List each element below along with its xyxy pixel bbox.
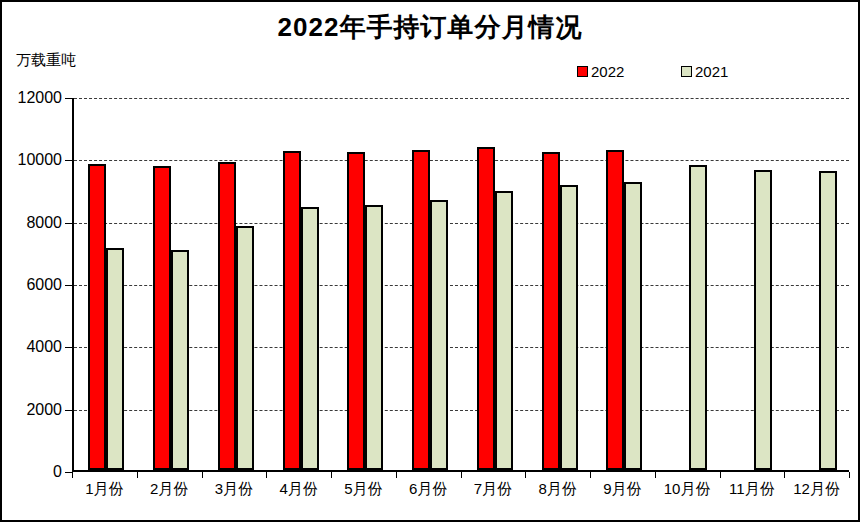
x-tick-mark-1: [137, 472, 138, 478]
x-tick-mark-4: [331, 472, 332, 478]
gridline-12000: [74, 98, 849, 99]
x-tick-mark-6: [461, 472, 462, 478]
legend-swatch-2021: [681, 66, 692, 77]
gridline-2000: [74, 410, 849, 411]
bar-2021-3月份: [236, 226, 254, 470]
x-tick-mark-5: [396, 472, 397, 478]
y-tick-mark-0: [65, 472, 72, 473]
x-cat-label-12: 12月份: [784, 480, 849, 499]
y-tick-label-10000: 10000: [2, 151, 62, 169]
y-tick-mark-10000: [65, 160, 72, 161]
y-axis-unit-label: 万载重吨: [16, 51, 76, 70]
x-tick-mark-10: [720, 472, 721, 478]
x-cat-label-5: 5月份: [331, 480, 396, 499]
y-tick-mark-6000: [65, 285, 72, 286]
bar-2022-9月份: [606, 150, 624, 470]
y-tick-mark-8000: [65, 223, 72, 224]
y-tick-label-8000: 8000: [2, 214, 62, 232]
y-tick-mark-4000: [65, 347, 72, 348]
bar-2021-9月份: [624, 182, 642, 470]
bar-2021-7月份: [495, 191, 513, 470]
legend-label-2022: 2022: [591, 63, 624, 80]
bar-2022-2月份: [153, 166, 171, 470]
plot-area: [72, 98, 849, 472]
bar-2022-6月份: [412, 150, 430, 470]
bar-2022-5月份: [347, 152, 365, 470]
x-cat-label-2: 2月份: [137, 480, 202, 499]
bar-2022-7月份: [477, 147, 495, 470]
chart-title: 2022年手持订单分月情况: [2, 10, 858, 45]
gridline-4000: [74, 347, 849, 348]
y-tick-label-4000: 4000: [2, 338, 62, 356]
x-tick-mark-2: [202, 472, 203, 478]
x-cat-label-3: 3月份: [202, 480, 267, 499]
y-tick-mark-12000: [65, 98, 72, 99]
legend-item-2021: 2021: [681, 63, 728, 80]
y-tick-label-6000: 6000: [2, 276, 62, 294]
bar-2021-5月份: [365, 205, 383, 470]
y-tick-label-12000: 12000: [2, 89, 62, 107]
gridline-6000: [74, 285, 849, 286]
x-tick-mark-12: [849, 472, 850, 478]
y-tick-label-2000: 2000: [2, 401, 62, 419]
chart-canvas: 2022年手持订单分月情况 万载重吨 2022 2021 0 2000 4000 60…: [0, 0, 860, 522]
bar-2022-4月份: [283, 151, 301, 470]
bar-2021-4月份: [301, 207, 319, 470]
bar-2021-6月份: [430, 200, 448, 470]
bar-2021-1月份: [106, 248, 124, 470]
bar-2022-3月份: [218, 162, 236, 470]
x-cat-label-9: 9月份: [590, 480, 655, 499]
bar-2021-11月份: [754, 170, 772, 470]
x-tick-mark-7: [525, 472, 526, 478]
y-tick-mark-2000: [65, 410, 72, 411]
x-tick-mark-8: [590, 472, 591, 478]
bar-2022-8月份: [542, 152, 560, 470]
x-tick-mark-0: [72, 472, 73, 478]
x-tick-mark-9: [655, 472, 656, 478]
bar-2021-2月份: [171, 250, 189, 470]
x-cat-label-8: 8月份: [525, 480, 590, 499]
bar-2021-12月份: [819, 171, 837, 470]
x-cat-label-4: 4月份: [266, 480, 331, 499]
x-cat-label-11: 11月份: [720, 480, 785, 499]
bar-2021-8月份: [560, 185, 578, 470]
y-tick-label-0: 0: [2, 463, 62, 481]
legend-label-2021: 2021: [695, 63, 728, 80]
bar-2021-10月份: [689, 165, 707, 470]
legend-item-2022: 2022: [577, 63, 624, 80]
legend-swatch-2022: [577, 66, 588, 77]
x-cat-label-1: 1月份: [72, 480, 137, 499]
x-cat-label-10: 10月份: [655, 480, 720, 499]
bar-2022-1月份: [88, 164, 106, 470]
gridline-8000: [74, 223, 849, 224]
x-cat-label-6: 6月份: [396, 480, 461, 499]
x-tick-mark-3: [266, 472, 267, 478]
gridline-10000: [74, 160, 849, 161]
x-tick-mark-11: [784, 472, 785, 478]
x-cat-label-7: 7月份: [461, 480, 526, 499]
